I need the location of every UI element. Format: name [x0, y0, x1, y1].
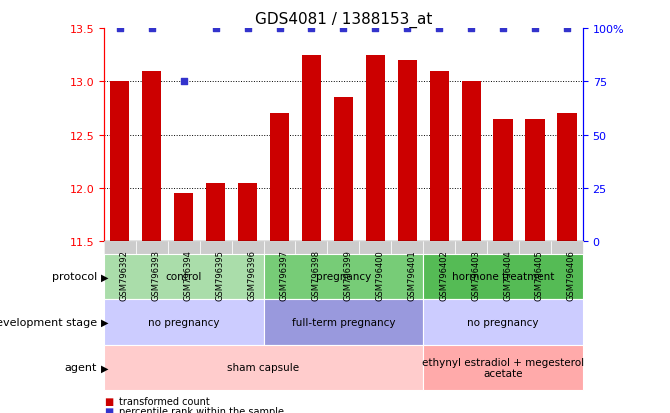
Bar [494, 119, 513, 242]
Text: ▶: ▶ [100, 317, 108, 327]
Text: development stage: development stage [0, 317, 97, 327]
Bar [557, 114, 576, 242]
Bar [366, 55, 385, 242]
Point [274, 26, 285, 32]
Text: GSM796397: GSM796397 [279, 250, 289, 301]
Text: GSM796399: GSM796399 [343, 250, 352, 301]
Point [561, 26, 572, 32]
Point [115, 26, 125, 32]
Text: GSM796405: GSM796405 [535, 250, 544, 301]
Text: hormone treatment: hormone treatment [452, 272, 554, 282]
Point [306, 26, 317, 32]
Text: ▶: ▶ [100, 272, 108, 282]
Bar [525, 119, 545, 242]
Text: ■: ■ [104, 406, 113, 413]
Bar [334, 98, 353, 242]
Bar [142, 71, 161, 242]
Point [402, 26, 413, 32]
Text: GSM796404: GSM796404 [503, 250, 512, 301]
Point [498, 26, 509, 32]
Text: GSM796395: GSM796395 [216, 250, 224, 301]
Text: ▶: ▶ [100, 363, 108, 373]
Point [210, 26, 221, 32]
Bar [398, 61, 417, 242]
Point [434, 26, 445, 32]
Point [370, 26, 381, 32]
Text: GSM796401: GSM796401 [407, 250, 416, 301]
Text: full-term pregnancy: full-term pregnancy [291, 317, 395, 327]
Text: control: control [165, 272, 202, 282]
Text: GSM796402: GSM796402 [440, 250, 448, 301]
Point [146, 26, 157, 32]
Text: percentile rank within the sample: percentile rank within the sample [119, 406, 283, 413]
Bar [270, 114, 289, 242]
Bar [462, 82, 480, 242]
Text: pregnancy: pregnancy [316, 272, 371, 282]
Text: no pregnancy: no pregnancy [148, 317, 220, 327]
Bar [429, 71, 449, 242]
Bar [206, 183, 225, 242]
Bar [302, 55, 321, 242]
Text: agent: agent [65, 363, 97, 373]
Text: GSM796392: GSM796392 [120, 250, 129, 301]
Text: protocol: protocol [52, 272, 97, 282]
Text: GSM796393: GSM796393 [151, 250, 161, 301]
Text: GSM796394: GSM796394 [184, 250, 193, 301]
Text: GSM796403: GSM796403 [471, 250, 480, 301]
Text: sham capsule: sham capsule [228, 363, 299, 373]
Bar [111, 82, 129, 242]
Text: GSM796406: GSM796406 [567, 250, 576, 301]
Text: ethynyl estradiol + megesterol
acetate: ethynyl estradiol + megesterol acetate [422, 357, 584, 378]
Point [338, 26, 348, 32]
Point [466, 26, 476, 32]
Bar [174, 194, 193, 242]
Point [243, 26, 253, 32]
Text: ■: ■ [104, 396, 113, 406]
Title: GDS4081 / 1388153_at: GDS4081 / 1388153_at [255, 12, 432, 28]
Text: GSM796396: GSM796396 [248, 250, 257, 301]
Point [529, 26, 540, 32]
Text: GSM796400: GSM796400 [375, 250, 385, 301]
Bar [238, 183, 257, 242]
Text: no pregnancy: no pregnancy [467, 317, 539, 327]
Point [178, 79, 189, 85]
Text: GSM796398: GSM796398 [312, 250, 320, 301]
Text: transformed count: transformed count [119, 396, 209, 406]
